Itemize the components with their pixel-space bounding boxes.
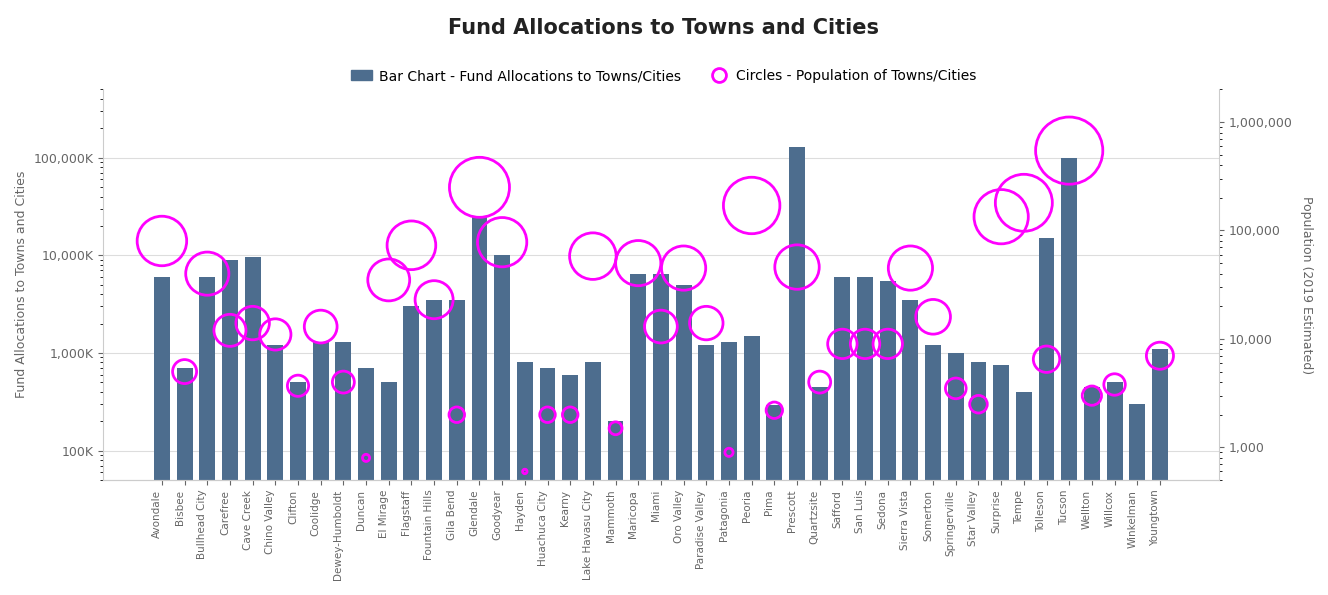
Point bbox=[923, 312, 944, 321]
Bar bbox=[404, 306, 420, 595]
Point bbox=[514, 466, 535, 476]
Point bbox=[559, 410, 580, 419]
Point bbox=[1149, 351, 1170, 361]
Y-axis label: Fund Allocations to Towns and Cities: Fund Allocations to Towns and Cities bbox=[15, 171, 28, 399]
Point bbox=[946, 384, 967, 393]
Point bbox=[264, 330, 286, 339]
Point bbox=[628, 258, 649, 268]
Bar bbox=[426, 300, 442, 595]
Point bbox=[900, 264, 922, 273]
Bar bbox=[926, 345, 942, 595]
Bar bbox=[903, 300, 919, 595]
Point bbox=[1104, 380, 1125, 389]
Point bbox=[1036, 355, 1057, 364]
Point bbox=[151, 236, 173, 246]
Bar bbox=[766, 405, 782, 595]
Bar bbox=[676, 284, 692, 595]
Point bbox=[786, 262, 807, 272]
Point bbox=[1081, 391, 1102, 400]
Point bbox=[356, 453, 377, 463]
Bar bbox=[721, 342, 737, 595]
Point bbox=[876, 339, 898, 349]
Bar bbox=[993, 365, 1009, 595]
Point bbox=[718, 447, 740, 457]
Point bbox=[651, 322, 672, 331]
Point bbox=[696, 318, 717, 328]
Bar bbox=[811, 387, 827, 595]
Bar bbox=[517, 362, 533, 595]
Point bbox=[582, 251, 603, 261]
Bar bbox=[834, 277, 850, 595]
Bar bbox=[381, 383, 397, 595]
Bar bbox=[584, 362, 600, 595]
Bar bbox=[1106, 383, 1122, 595]
Bar bbox=[154, 277, 170, 595]
Bar bbox=[631, 274, 647, 595]
Point bbox=[1126, 492, 1147, 502]
Bar bbox=[336, 342, 352, 595]
Point bbox=[287, 381, 308, 390]
Bar bbox=[744, 336, 760, 595]
Point bbox=[991, 212, 1012, 221]
Point bbox=[1013, 198, 1035, 208]
Bar bbox=[1038, 238, 1054, 595]
Bar bbox=[267, 345, 283, 595]
Bar bbox=[1016, 392, 1032, 595]
Bar bbox=[789, 146, 805, 595]
Bar bbox=[539, 368, 555, 595]
Bar bbox=[359, 368, 374, 595]
Bar bbox=[1129, 404, 1145, 595]
Bar bbox=[1084, 387, 1100, 595]
Point bbox=[764, 405, 785, 415]
Bar bbox=[562, 375, 578, 595]
Bar bbox=[1061, 158, 1077, 595]
Bar bbox=[948, 353, 964, 595]
Point bbox=[197, 269, 218, 278]
Bar bbox=[880, 281, 895, 595]
Bar bbox=[471, 217, 487, 595]
Point bbox=[446, 410, 467, 419]
Bar bbox=[244, 258, 260, 595]
Bar bbox=[199, 277, 215, 595]
Bar bbox=[494, 255, 510, 595]
Bar bbox=[177, 368, 193, 595]
Point bbox=[537, 410, 558, 419]
Bar bbox=[971, 362, 987, 595]
Point bbox=[968, 399, 989, 409]
Point bbox=[219, 325, 240, 335]
Point bbox=[309, 322, 331, 331]
Point bbox=[673, 264, 695, 273]
Bar bbox=[449, 300, 465, 595]
Bar bbox=[699, 345, 714, 595]
Point bbox=[469, 183, 490, 192]
Point bbox=[174, 367, 195, 376]
Point bbox=[854, 339, 875, 349]
Point bbox=[401, 240, 422, 250]
Point bbox=[809, 377, 830, 387]
Bar bbox=[313, 342, 328, 595]
Point bbox=[1058, 146, 1080, 155]
Point bbox=[831, 339, 853, 349]
Y-axis label: Population (2019 Estimated): Population (2019 Estimated) bbox=[1300, 196, 1313, 374]
Bar bbox=[653, 274, 669, 595]
Bar bbox=[608, 421, 624, 595]
Bar bbox=[1151, 349, 1167, 595]
Point bbox=[491, 237, 513, 247]
Point bbox=[424, 295, 445, 305]
Bar bbox=[222, 260, 238, 595]
Point bbox=[741, 201, 762, 210]
Point bbox=[242, 318, 263, 328]
Bar bbox=[857, 277, 872, 595]
Text: Fund Allocations to Towns and Cities: Fund Allocations to Towns and Cities bbox=[449, 18, 879, 38]
Point bbox=[333, 377, 355, 387]
Legend: Bar Chart - Fund Allocations to Towns/Cities, Circles - Population of Towns/Citi: Bar Chart - Fund Allocations to Towns/Ci… bbox=[345, 64, 983, 89]
Bar bbox=[290, 383, 305, 595]
Point bbox=[606, 424, 627, 433]
Point bbox=[378, 275, 400, 284]
